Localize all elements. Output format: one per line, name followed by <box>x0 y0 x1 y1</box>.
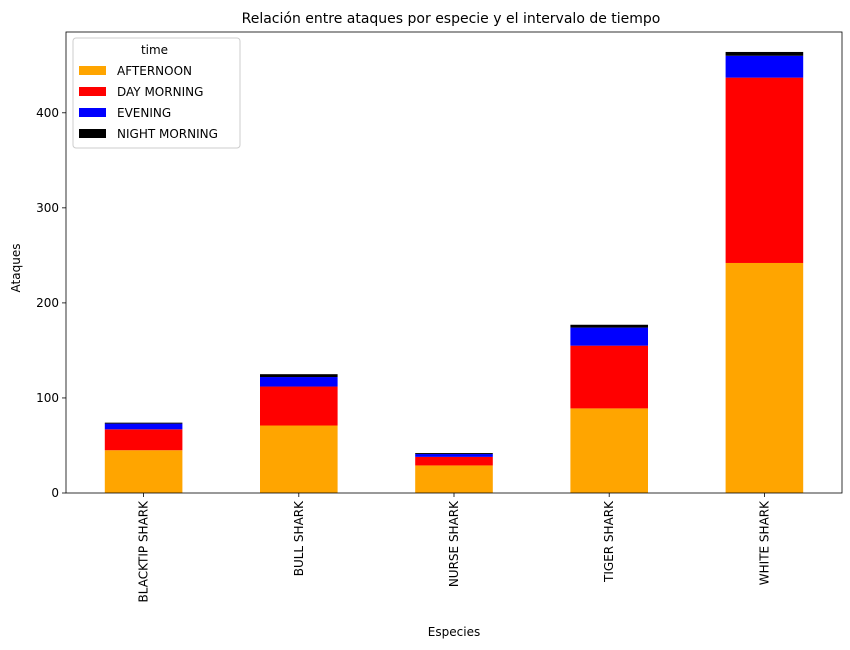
bar-afternoon-tiger-shark <box>570 408 648 493</box>
bar-night-morning-bull-shark <box>260 374 338 378</box>
y-tick-label: 200 <box>36 296 59 310</box>
legend-swatch-afternoon <box>79 66 106 75</box>
bar-afternoon-nurse-shark <box>415 465 493 493</box>
bar-evening-white-shark <box>725 55 804 78</box>
x-tick-label: NURSE SHARK <box>447 500 461 587</box>
chart-title: Relación entre ataques por especie y el … <box>242 11 661 27</box>
bar-day-morning-nurse-shark <box>415 456 493 466</box>
legend-swatch-evening <box>79 108 106 117</box>
x-axis-label: Especies <box>428 625 480 639</box>
legend-title: time <box>141 43 168 57</box>
bar-evening-tiger-shark <box>570 327 648 346</box>
legend-label-afternoon: AFTERNOON <box>117 64 192 78</box>
x-tick-label: BULL SHARK <box>292 500 306 576</box>
bars-layer <box>104 51 804 493</box>
bar-afternoon-blacktip-shark <box>104 450 183 493</box>
x-tick-label: WHITE SHARK <box>757 500 771 585</box>
legend-label-night-morning: NIGHT MORNING <box>117 127 218 141</box>
x-tick-label: TIGER SHARK <box>602 500 616 583</box>
x-tick-label: BLACKTIP SHARK <box>137 500 151 603</box>
legend-label-evening: EVENING <box>117 106 171 120</box>
y-tick-label: 100 <box>36 391 59 405</box>
legend-swatch-night-morning <box>79 129 106 138</box>
bar-day-morning-tiger-shark <box>570 345 648 409</box>
legend: time AFTERNOON DAY MORNING EVENING NIGHT MOR… <box>72 37 241 149</box>
bar-day-morning-white-shark <box>725 77 804 263</box>
bar-night-morning-nurse-shark <box>415 453 493 455</box>
bar-night-morning-blacktip-shark <box>104 422 183 424</box>
y-axis-label: Ataques <box>9 244 23 293</box>
bar-day-morning-bull-shark <box>260 386 338 426</box>
bar-evening-blacktip-shark <box>104 423 183 430</box>
y-tick-label: 300 <box>36 201 59 215</box>
bar-afternoon-bull-shark <box>260 425 338 493</box>
bar-night-morning-tiger-shark <box>570 324 648 328</box>
bar-evening-nurse-shark <box>415 454 493 457</box>
y-tick-label: 0 <box>51 486 59 500</box>
bar-afternoon-white-shark <box>725 262 804 493</box>
legend-swatch-day-morning <box>79 87 106 96</box>
axes-layer: 0 100 200 300 400 BLACKTIP SHARK BULL SHARK NUR… <box>36 31 843 603</box>
legend-label-day-morning: DAY MORNING <box>117 85 203 99</box>
y-tick-label: 400 <box>36 106 59 120</box>
legend-box <box>72 37 241 149</box>
bar-evening-bull-shark <box>260 377 338 387</box>
bar-day-morning-blacktip-shark <box>104 429 183 451</box>
bar-night-morning-white-shark <box>725 51 804 56</box>
